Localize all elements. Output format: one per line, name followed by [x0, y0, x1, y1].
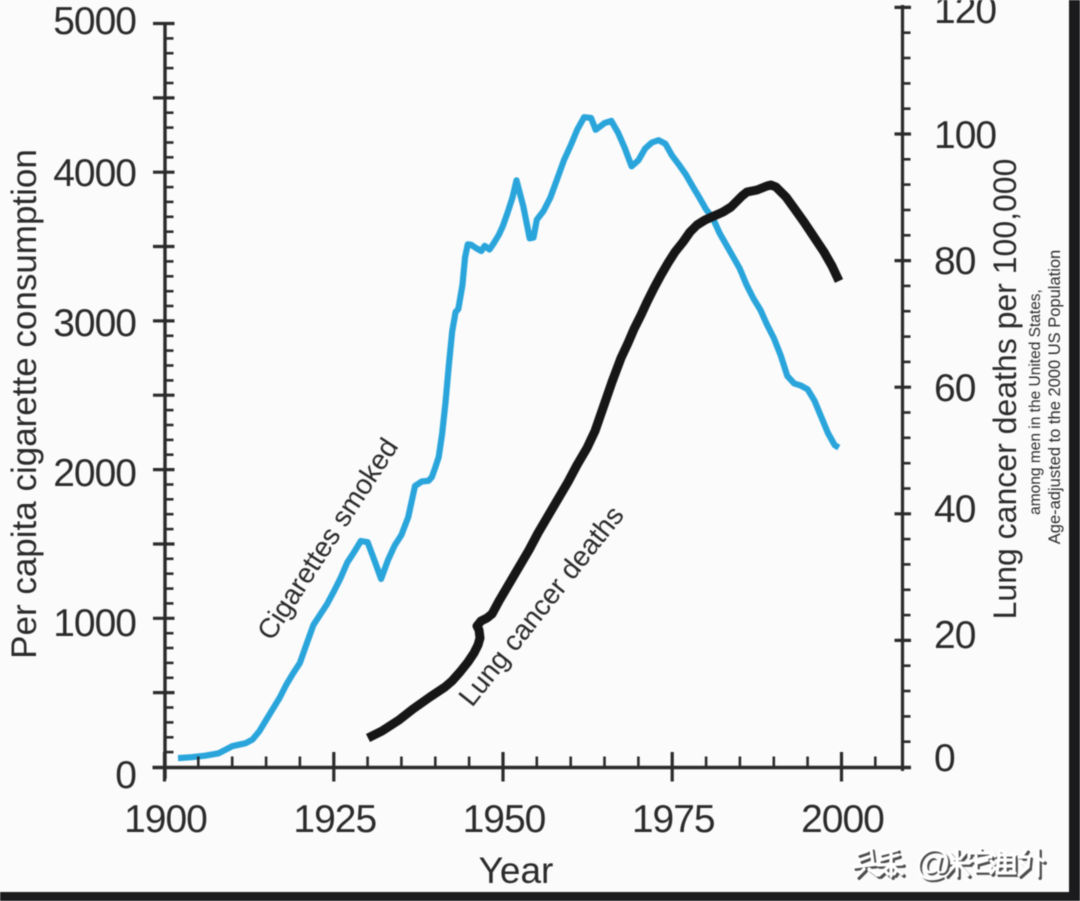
svg-text:Per capita cigarette consumpti: Per capita cigarette consumption	[5, 149, 44, 659]
svg-text:1950: 1950	[463, 798, 546, 841]
svg-text:40: 40	[934, 488, 976, 531]
svg-text:among men in the United States: among men in the United States,	[1027, 289, 1044, 515]
svg-text:60: 60	[934, 367, 976, 410]
svg-text:1000: 1000	[53, 602, 136, 645]
svg-text:5000: 5000	[53, 0, 136, 43]
svg-text:Year: Year	[479, 850, 554, 891]
svg-text:4000: 4000	[53, 152, 136, 195]
svg-text:@: @	[915, 842, 952, 883]
svg-text:1925: 1925	[293, 798, 376, 841]
svg-text:Age-adjusted to the 2000 US Po: Age-adjusted to the 2000 US Population	[1046, 250, 1064, 544]
svg-text:0: 0	[115, 754, 136, 797]
svg-text:1900: 1900	[124, 798, 207, 841]
svg-text:@: @	[917, 844, 954, 885]
svg-text:0: 0	[934, 737, 955, 780]
svg-text:80: 80	[934, 240, 976, 283]
svg-text:20: 20	[934, 614, 976, 657]
svg-text:1975: 1975	[632, 798, 715, 841]
svg-text:3000: 3000	[53, 302, 136, 345]
svg-text:100: 100	[934, 114, 996, 157]
svg-text:2000: 2000	[801, 798, 884, 841]
svg-text:120: 120	[934, 0, 996, 32]
svg-text:Lung cancer deaths per 100,000: Lung cancer deaths per 100,000	[987, 159, 1023, 620]
svg-text:2000: 2000	[53, 452, 136, 495]
